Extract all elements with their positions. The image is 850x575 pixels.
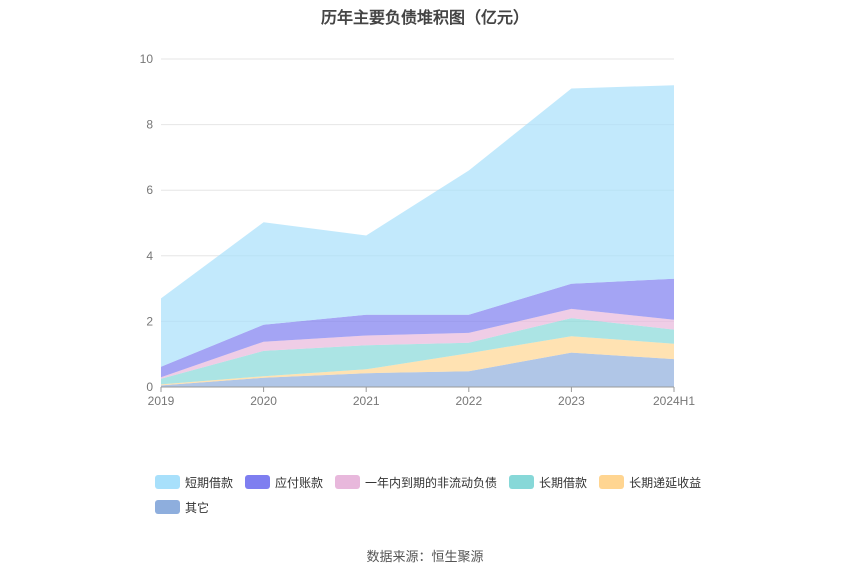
legend-label: 一年内到期的非流动负债 [365,475,498,490]
legend-label: 长期借款 [539,475,588,490]
axes: 0 2 4 6 8 10 2019 2020 2021 2022 2023 2024H1 [140,52,696,408]
y-tick-label: 0 [146,380,153,394]
legend-item[interactable]: 其它 [155,499,209,516]
x-tick-label: 2022 [455,394,482,408]
y-tick-label: 10 [140,52,154,66]
legend-swatch [335,475,361,489]
legend-item[interactable]: 一年内到期的非流动负债 [335,474,497,491]
area-长期递延收益 [161,336,674,386]
legend-label: 长期递延收益 [629,475,702,490]
data-source: 数据来源：恒生聚源 [366,549,484,564]
y-tick-label: 2 [146,314,153,328]
x-tick-label: 2019 [148,394,175,408]
stacked-area-chart: 0 2 4 6 8 10 2019 2020 2021 2022 2023 2024H1 [140,52,696,408]
area-一年内到期的非流动负债 [161,308,674,379]
y-tick-label: 4 [146,249,153,263]
area-短期借款 [161,85,674,367]
legend-item[interactable]: 长期借款 [509,474,587,491]
legend-row: 短期借款 应付账款 一年内到期的非流动负债 长期借款 长期递延收益 [155,472,755,492]
area-应付账款 [161,278,674,378]
legend-swatch [599,475,625,489]
x-tick-label: 2023 [558,394,585,408]
legend-label: 应付账款 [275,475,324,490]
x-tick-label: 2020 [250,394,277,408]
area-长期借款 [161,318,674,385]
legend-label: 短期借款 [185,475,234,490]
legend-item[interactable]: 长期递延收益 [599,474,701,491]
area-series [161,85,674,387]
area-其它 [161,352,674,387]
legend-item[interactable]: 应付账款 [245,474,323,491]
legend-item[interactable]: 短期借款 [155,474,233,491]
legend-row: 其它 [155,497,755,517]
chart-title: 历年主要负债堆积图（亿元） [320,10,529,27]
legend-label: 其它 [185,500,210,515]
x-tick-label: 2021 [353,394,380,408]
legend-swatch [245,475,271,489]
y-tick-label: 6 [146,183,153,197]
x-tick-label: 2024H1 [653,394,695,408]
legend: 短期借款 应付账款 一年内到期的非流动负债 长期借款 长期递延收益 其它 [155,472,755,522]
legend-swatch [155,500,180,514]
y-tick-label: 8 [146,118,153,132]
legend-swatch [509,475,535,489]
legend-swatch [155,475,180,489]
